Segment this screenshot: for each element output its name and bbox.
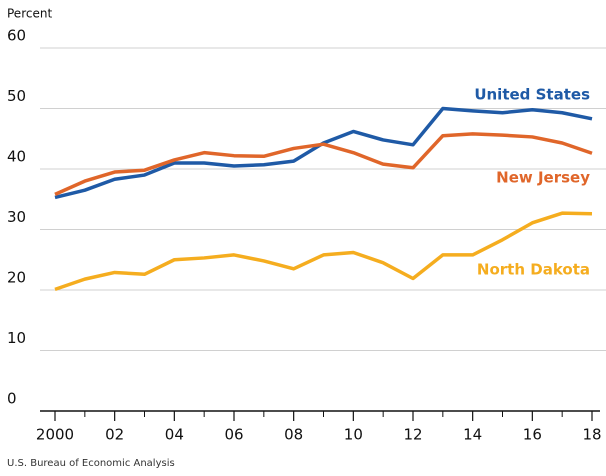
x-tick-label: 06	[224, 426, 243, 444]
x-tick-label: 08	[284, 426, 303, 444]
x-tick-label: 04	[165, 426, 184, 444]
y-axis-label: Percent	[7, 7, 52, 21]
series-label: New Jersey	[496, 169, 590, 187]
y-tick-label: 20	[7, 269, 26, 287]
y-tick-label: 30	[7, 208, 26, 226]
x-tick-label: 16	[523, 426, 542, 444]
x-tick-label: 2000	[36, 426, 74, 444]
series-label: North Dakota	[477, 261, 590, 279]
x-tick-label: 10	[344, 426, 363, 444]
x-tick-label: 18	[582, 426, 601, 444]
source: U.S. Bureau of Economic Analysis	[7, 458, 175, 469]
series-line	[54, 211, 593, 292]
x-tick-label: 02	[105, 426, 124, 444]
y-tick-label: 10	[7, 329, 26, 347]
x-tick-label: 14	[463, 426, 482, 444]
y-tick-label: 50	[7, 87, 26, 105]
y-tick-label: 0	[7, 390, 17, 408]
x-tick-label: 12	[403, 426, 422, 444]
y-tick-label: 40	[7, 148, 26, 166]
series-label: United States	[474, 86, 590, 104]
series-line	[54, 132, 593, 197]
y-tick-label: 60	[7, 27, 26, 45]
